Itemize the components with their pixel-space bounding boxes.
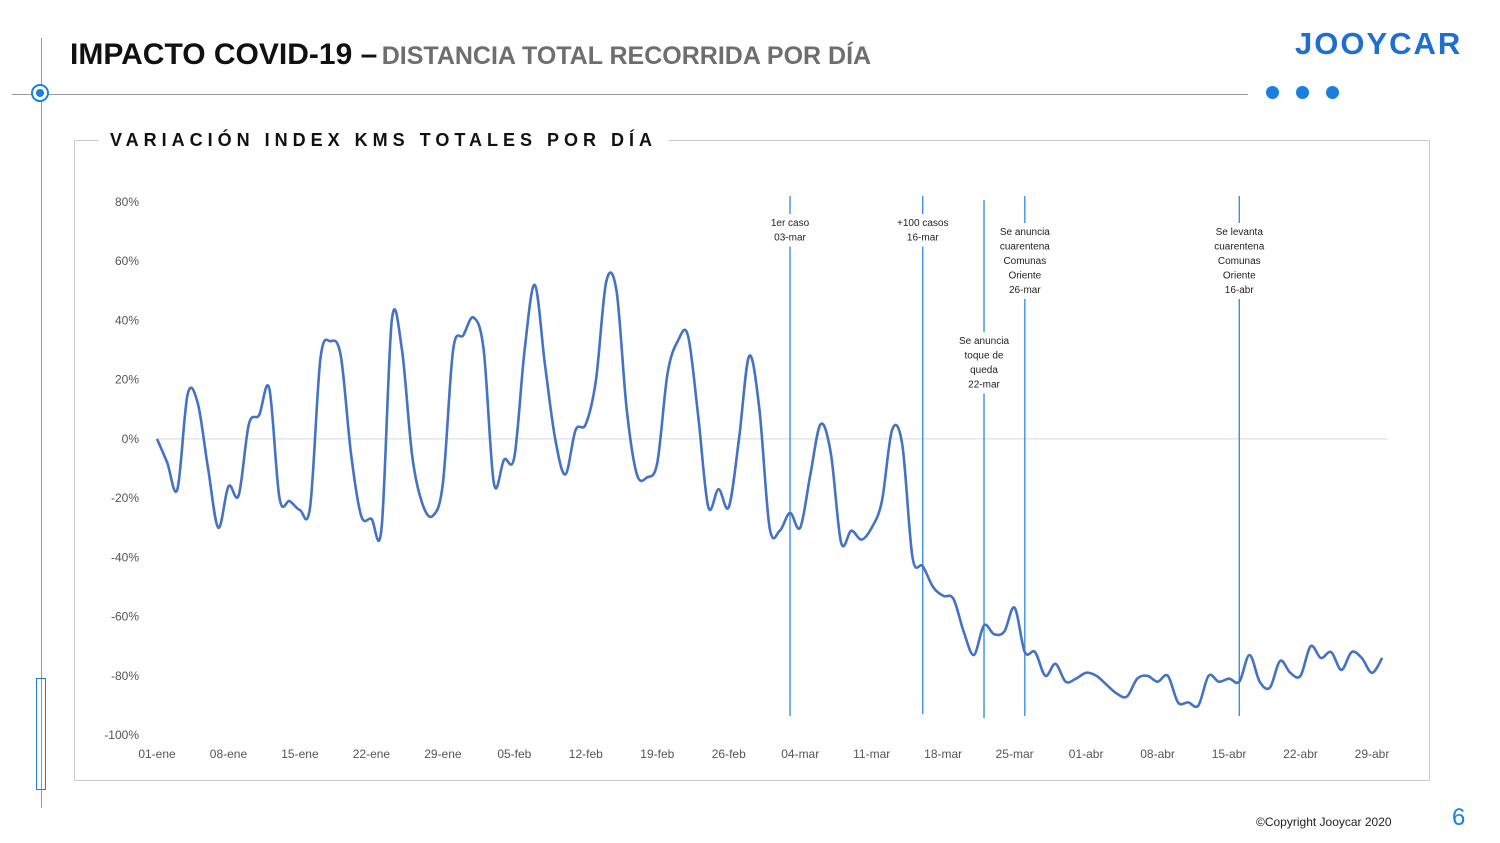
event-label: Comunas [1218, 256, 1261, 267]
x-tick-label: 01-abr [1069, 747, 1104, 761]
bar-marker-icon [36, 678, 46, 790]
event-label-bg [767, 214, 814, 247]
x-tick-label: 19-feb [640, 747, 674, 761]
page-number: 6 [1452, 804, 1466, 831]
x-tick-label: 26-feb [712, 747, 746, 761]
x-tick-label: 11-mar [853, 747, 890, 761]
event-label: 03-mar [774, 233, 806, 244]
y-tick-label: -20% [111, 491, 139, 505]
event-label: Oriente [1008, 271, 1041, 282]
event-label-bg [890, 214, 955, 247]
event-label-bg [994, 223, 1055, 299]
event-label: Oriente [1223, 271, 1256, 282]
y-tick-label: 0% [122, 432, 140, 446]
x-tick-label: 15-ene [281, 747, 319, 761]
x-tick-label: 18-mar [924, 747, 962, 761]
page-title-sub: DISTANCIA TOTAL RECORRIDA POR DÍA [381, 42, 872, 70]
x-tick-label: 29-ene [424, 747, 462, 761]
event-label: 16-abr [1225, 285, 1255, 296]
series-line [155, 271, 1384, 709]
y-tick-label: 20% [115, 373, 139, 387]
y-tick-label: 80% [115, 195, 139, 209]
x-tick-label: 25-mar [996, 747, 1034, 761]
event-label: 26-mar [1009, 285, 1041, 296]
event-label: Se levanta [1216, 227, 1264, 238]
event-label: queda [970, 365, 998, 376]
event-label: Se anuncia [1000, 227, 1050, 238]
left-vertical-rule [41, 38, 42, 808]
event-label: 22-mar [968, 380, 1000, 391]
dot-icon [1326, 86, 1339, 99]
event-label-bg [1208, 223, 1271, 299]
y-tick-label: -80% [111, 669, 139, 683]
event-label: toque de [965, 351, 1004, 362]
y-tick-label: -60% [111, 610, 139, 624]
event-label: 16-mar [907, 233, 939, 244]
event-label: 1er caso [771, 218, 810, 229]
event-label: Se anuncia [959, 336, 1009, 347]
x-tick-label: 08-ene [210, 747, 248, 761]
dot-icon [1266, 86, 1279, 99]
chart-frame [74, 140, 1430, 781]
x-tick-label: 04-mar [781, 747, 819, 761]
page-title-main: IMPACTO COVID-19 – [70, 38, 378, 71]
x-tick-label: 22-ene [353, 747, 391, 761]
x-tick-label: 22-abr [1283, 747, 1318, 761]
copyright-text: ©Copyright Jooycar 2020 [1256, 815, 1392, 829]
event-label: Comunas [1003, 256, 1046, 267]
event-label: cuarentena [1000, 242, 1050, 253]
x-tick-label: 05-feb [497, 747, 531, 761]
y-tick-label: -40% [111, 550, 139, 564]
y-tick-label: -100% [104, 728, 139, 742]
circle-marker-icon [31, 84, 49, 102]
x-tick-label: 12-feb [569, 747, 603, 761]
event-label-bg [955, 332, 1014, 394]
dots-decoration [1266, 86, 1356, 104]
event-label: +100 casos [897, 218, 948, 229]
y-tick-label: 60% [115, 254, 139, 268]
x-tick-label: 29-abr [1355, 747, 1390, 761]
jooycar-logo: JOOYCAR [1295, 26, 1463, 61]
header-rule [12, 94, 1248, 95]
x-tick-label: 15-abr [1212, 747, 1247, 761]
x-tick-label: 01-ene [138, 747, 176, 761]
dot-icon [1296, 86, 1309, 99]
chart-title: VARIACIÓN INDEX KMS TOTALES POR DÍA [98, 130, 670, 151]
y-tick-label: 40% [115, 313, 139, 327]
page-title: IMPACTO COVID-19 – DISTANCIA TOTAL RECOR… [70, 38, 871, 72]
event-label: cuarentena [1214, 242, 1264, 253]
x-tick-label: 08-abr [1140, 747, 1175, 761]
